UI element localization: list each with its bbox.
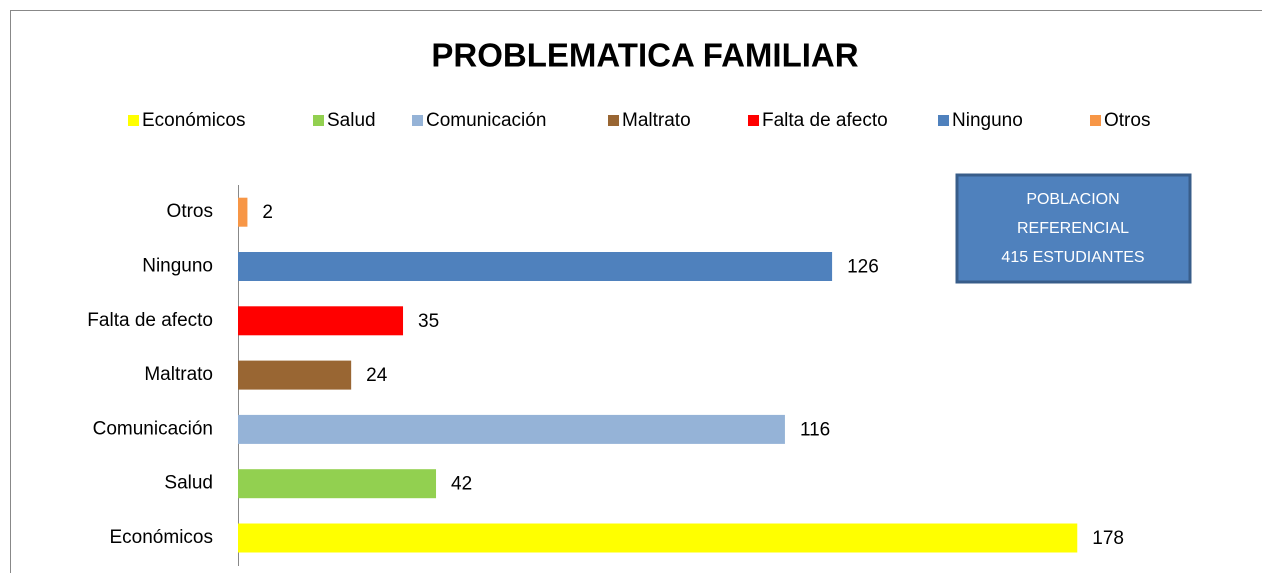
legend-swatch xyxy=(608,115,619,126)
y-tick-label: Comunicación xyxy=(93,418,213,439)
chart-border xyxy=(10,10,1262,573)
bar xyxy=(238,252,833,281)
value-label: 42 xyxy=(451,474,472,495)
annotation-text: 415 ESTUDIANTES xyxy=(1001,249,1144,266)
value-label: 35 xyxy=(418,311,439,332)
bar xyxy=(238,360,352,390)
y-tick-label: Salud xyxy=(164,473,213,494)
legend-swatch xyxy=(1090,115,1101,126)
bar xyxy=(238,197,248,227)
value-label: 2 xyxy=(262,202,273,223)
annotation-box xyxy=(955,173,1192,284)
legend-swatch xyxy=(938,115,949,126)
legend-label: Salud xyxy=(327,110,376,131)
legend-label: Ninguno xyxy=(952,110,1023,131)
legend-label: Maltrato xyxy=(622,110,691,131)
value-label: 126 xyxy=(847,257,879,278)
y-tick-label: Económicos xyxy=(110,527,214,548)
value-label: 116 xyxy=(800,419,830,440)
y-tick-label: Ninguno xyxy=(142,256,213,277)
legend-label: Falta de afecto xyxy=(762,110,888,131)
legend-label: Comunicación xyxy=(426,110,546,131)
chart-title: PROBLEMATICA FAMILIAR xyxy=(431,37,858,74)
y-tick-label: Otros xyxy=(167,201,213,222)
y-tick-label: Falta de afecto xyxy=(87,310,213,331)
bar xyxy=(238,469,437,499)
legend-swatch xyxy=(412,115,423,126)
annotation-text: POBLACION xyxy=(1026,191,1119,208)
annotation-text: REFERENCIAL xyxy=(1017,220,1129,237)
value-label: 178 xyxy=(1092,528,1124,549)
legend-label: Otros xyxy=(1104,110,1150,131)
legend-label: Económicos xyxy=(142,110,246,131)
value-label: 24 xyxy=(366,365,388,386)
bar xyxy=(238,523,1078,553)
bar xyxy=(238,414,785,444)
legend-swatch xyxy=(128,115,139,126)
bar xyxy=(238,306,404,336)
legend-swatch xyxy=(748,115,759,126)
legend-swatch xyxy=(313,115,324,126)
y-tick-label: Maltrato xyxy=(144,364,213,385)
